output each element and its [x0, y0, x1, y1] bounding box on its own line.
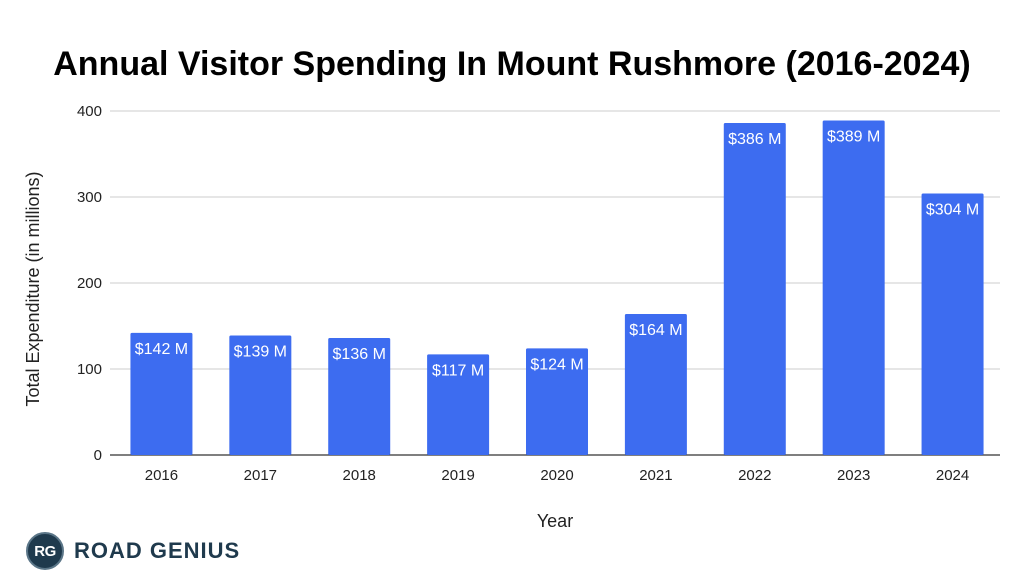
- x-axis-title: Year: [537, 511, 573, 531]
- x-tick-label: 2016: [145, 467, 178, 484]
- x-tick-label: 2024: [936, 467, 969, 484]
- bar-data-label: $164 M: [629, 322, 682, 339]
- y-tick-label: 200: [77, 275, 102, 292]
- bar-2020: [526, 348, 588, 455]
- bar-2024: [921, 193, 984, 455]
- y-tick-label: 0: [94, 447, 102, 464]
- x-tick-label: 2023: [837, 467, 870, 484]
- bar-2022: [723, 123, 786, 455]
- bar-data-label: $142 M: [135, 341, 188, 358]
- bar-data-label: $386 M: [728, 131, 781, 148]
- bar-2018: [328, 338, 391, 455]
- x-tick-label: 2021: [639, 467, 672, 484]
- brand-name: ROAD GENIUS: [74, 538, 241, 563]
- y-axis-title: Total Expenditure (in millions): [23, 171, 43, 406]
- bar-2021: [624, 313, 687, 455]
- bar-2019: [427, 354, 490, 455]
- bar-data-label: $136 M: [333, 346, 386, 363]
- bar-2017: [229, 335, 292, 455]
- y-tick-label: 400: [77, 103, 102, 120]
- bars: $142 M $139 M $136 M $117 M $124 M $164 M $386…: [130, 120, 984, 456]
- y-tick-label: 300: [77, 189, 102, 206]
- x-tick-label: 2019: [441, 467, 474, 484]
- x-tick-label: 2022: [738, 467, 771, 484]
- y-axis-ticks: 0 100 200 300 400: [77, 103, 102, 464]
- x-tick-label: 2020: [540, 467, 573, 484]
- brand-watermark: RG ROAD GENIUS: [26, 531, 240, 571]
- bar-data-label: $117 M: [432, 362, 484, 379]
- bar-2016: [130, 332, 193, 455]
- bar-data-label: $389 M: [827, 128, 880, 145]
- bar-data-label: $139 M: [234, 343, 287, 360]
- x-tick-label: 2017: [244, 467, 277, 484]
- chart-title: Annual Visitor Spending In Mount Rushmor…: [53, 45, 971, 83]
- bar-2023: [822, 120, 885, 456]
- bar-data-label: $304 M: [926, 202, 979, 219]
- road-genius-logo-icon: RG: [26, 532, 64, 570]
- x-tick-label: 2018: [343, 467, 376, 484]
- bar-data-label: $124 M: [530, 356, 583, 373]
- x-axis-ticks: 2016 2017 2018 2019 2020 2021 2022 2023 2024: [145, 467, 969, 484]
- y-tick-label: 100: [77, 361, 102, 378]
